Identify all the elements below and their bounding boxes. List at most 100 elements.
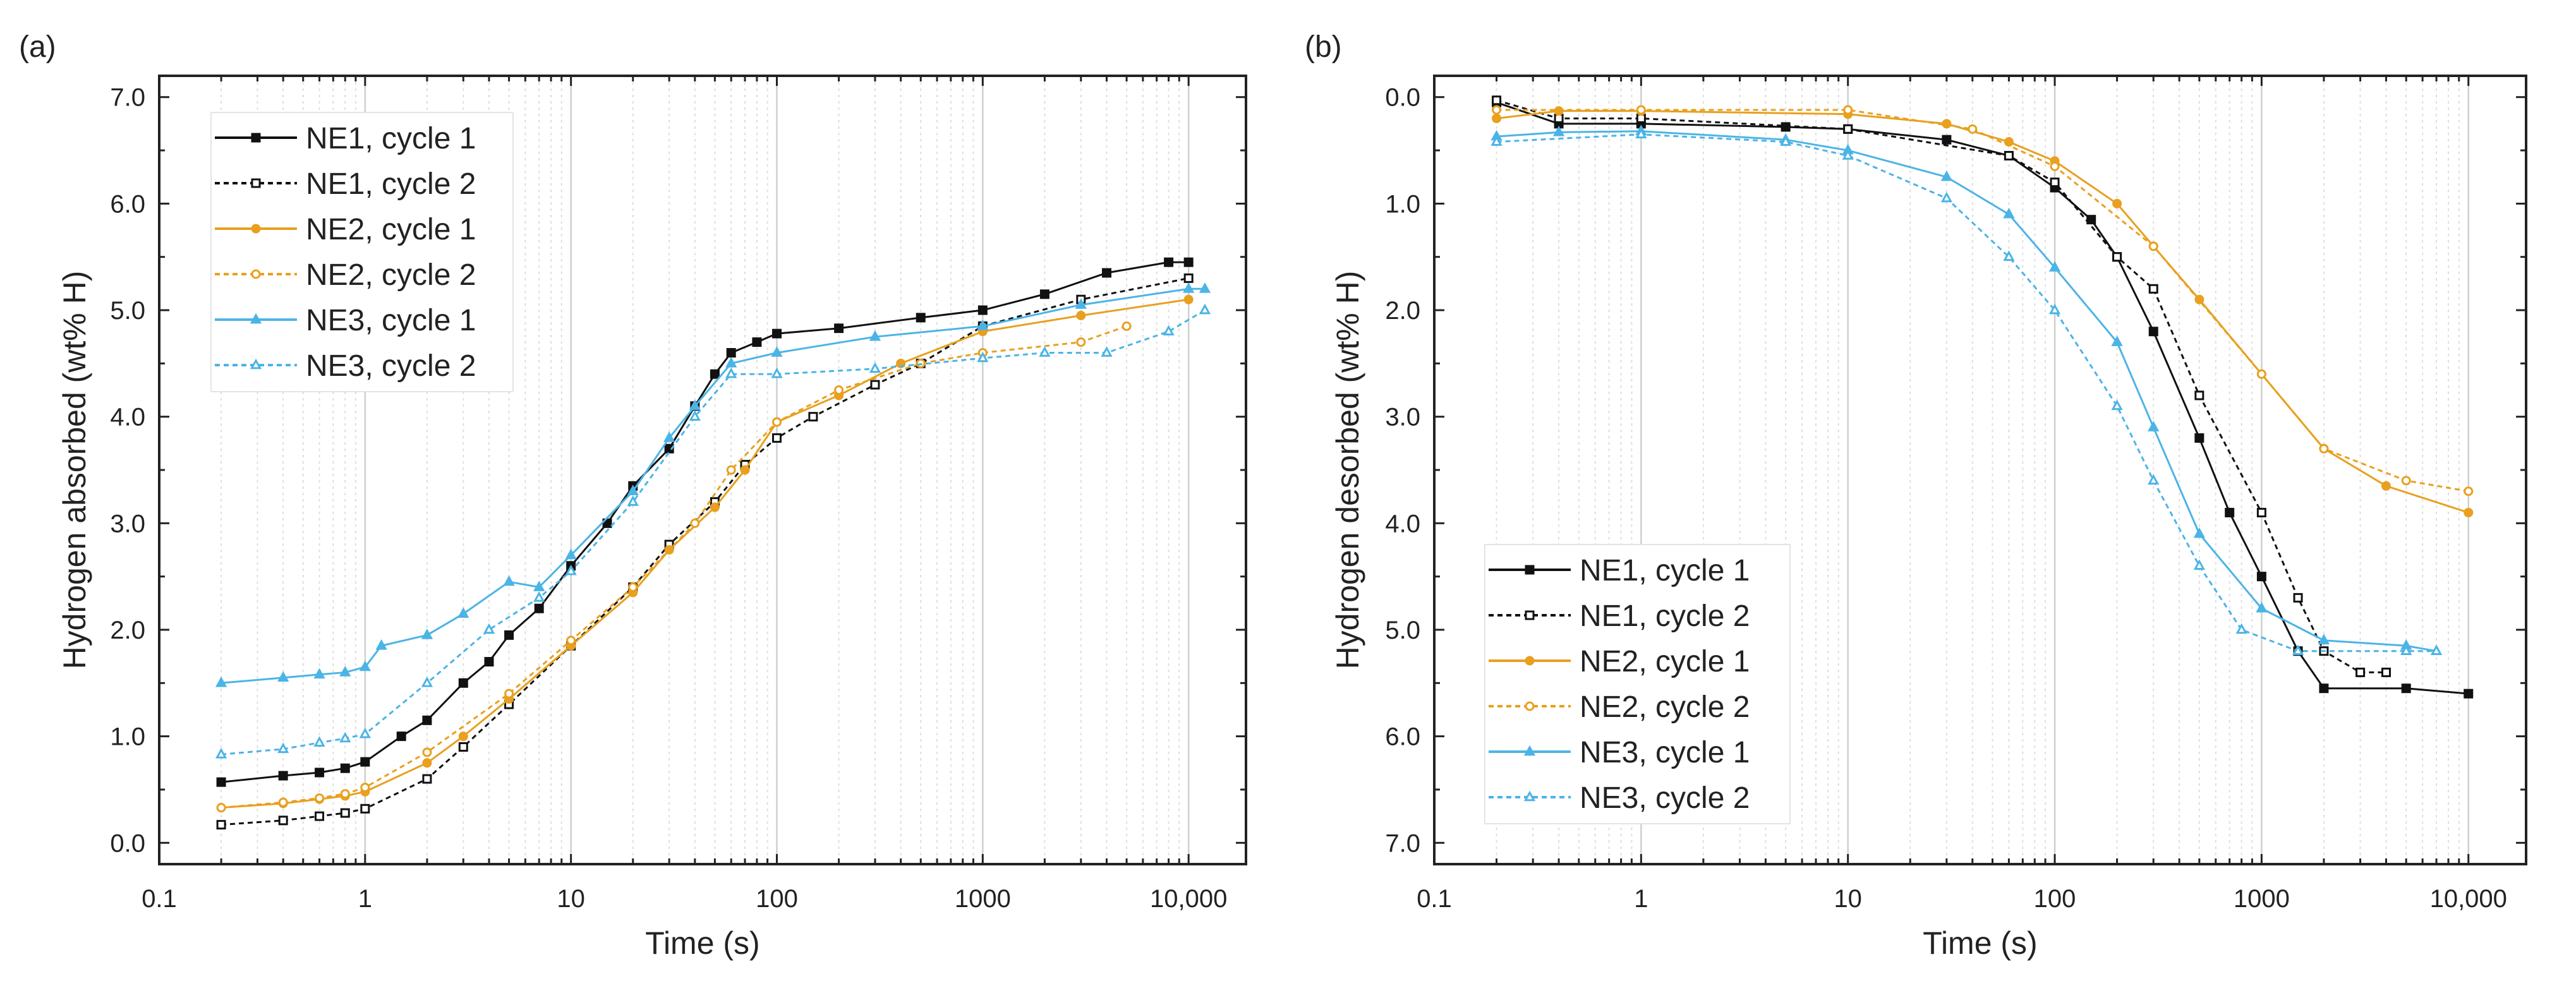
circle-marker <box>628 582 638 593</box>
y-tick-label: 3.0 <box>1385 404 1420 431</box>
square-marker <box>340 763 350 773</box>
legend-label: NE3, cycle 1 <box>306 304 476 337</box>
circle-marker <box>1554 106 1564 116</box>
triangle-marker <box>2318 634 2330 645</box>
x-tick-label: 10 <box>1834 885 1862 913</box>
x-axis-title: Time (s) <box>1923 925 2037 961</box>
legend-label: NE1, cycle 2 <box>306 167 476 201</box>
triangle-marker <box>689 410 701 421</box>
triangle-marker <box>1940 191 1953 203</box>
circle-marker <box>2464 486 2474 497</box>
panel-a-absorption-chart: (a) Time (s) Hydrogen absorbed (wt% H) 0… <box>19 30 1247 961</box>
triangle-marker <box>977 351 989 363</box>
square-marker <box>1942 135 1952 145</box>
circle-marker <box>422 758 432 768</box>
circle-marker <box>251 269 261 279</box>
circle-marker <box>2464 507 2474 517</box>
triangle-marker <box>215 676 227 687</box>
circle-marker <box>2319 443 2329 454</box>
y-axis-title: Hydrogen desorbed (wt% H) <box>1330 271 1365 670</box>
triangle-marker <box>215 747 227 759</box>
triangle-marker <box>1491 135 1503 146</box>
panel-b-desorption-chart: (b) Time (s) Hydrogen desorbed (wt% H) 0… <box>1305 30 2527 961</box>
triangle-marker <box>313 668 325 679</box>
circle-marker <box>2112 198 2122 208</box>
square-marker <box>2401 683 2411 694</box>
square-marker <box>504 630 514 640</box>
square-marker <box>1554 113 1564 123</box>
circle-marker <box>1968 124 1978 134</box>
triangle-marker <box>627 484 639 496</box>
circle-marker <box>1843 105 1853 115</box>
triangle-marker <box>2003 250 2015 262</box>
triangle-marker <box>359 727 371 738</box>
x-tick-label: 100 <box>756 885 798 913</box>
series-line <box>1496 101 2469 695</box>
triangle-marker <box>2048 261 2061 272</box>
triangle-marker <box>533 591 545 602</box>
circle-marker <box>710 502 720 512</box>
circle-marker <box>2050 161 2060 171</box>
square-marker <box>977 305 988 315</box>
y-tick-label: 7.0 <box>1385 829 1420 857</box>
legend-label: NE1, cycle 1 <box>1580 554 1750 587</box>
square-marker <box>2319 683 2329 694</box>
triangle-marker <box>375 639 387 650</box>
y-axis-title: Hydrogen absorbed (wt% H) <box>57 271 92 670</box>
square-marker <box>458 742 468 752</box>
circle-marker <box>1183 294 1194 304</box>
triangle-marker <box>250 358 262 370</box>
square-marker <box>2148 327 2158 337</box>
square-marker <box>2225 507 2235 517</box>
square-marker <box>2194 433 2204 443</box>
square-marker <box>834 323 844 334</box>
triangle-marker <box>277 671 289 682</box>
square-marker <box>216 820 226 830</box>
circle-marker <box>2148 241 2158 251</box>
legend-label: NE1, cycle 2 <box>1580 599 1750 633</box>
triangle-marker <box>689 399 701 411</box>
triangle-marker <box>2148 474 2160 485</box>
triangle-marker <box>2400 644 2412 656</box>
triangle-marker <box>1199 303 1211 315</box>
triangle-marker <box>533 581 545 591</box>
triangle-marker <box>313 736 325 747</box>
x-tick-label: 10 <box>557 885 585 913</box>
square-marker <box>278 771 288 781</box>
triangle-marker <box>565 548 577 560</box>
triangle-marker <box>1183 282 1195 293</box>
square-marker <box>710 369 720 379</box>
square-marker <box>1525 610 1535 620</box>
legend-label: NE2, cycle 1 <box>1580 645 1750 678</box>
y-tick-label: 3.0 <box>110 510 145 538</box>
square-marker <box>2256 507 2266 517</box>
square-marker <box>1525 565 1535 575</box>
y-tick-label: 2.0 <box>110 617 145 644</box>
circle-marker <box>690 518 700 528</box>
square-marker <box>2004 150 2014 160</box>
series-line <box>1496 110 2469 514</box>
legend-label: NE3, cycle 2 <box>1580 781 1750 815</box>
triangle-marker <box>339 666 351 677</box>
x-tick-label: 1000 <box>955 885 1011 913</box>
circle-marker <box>340 789 350 799</box>
square-marker <box>916 313 926 323</box>
square-marker <box>2086 215 2096 225</box>
series-line <box>1496 109 2469 493</box>
square-marker <box>251 133 261 143</box>
panel-label: (a) <box>19 30 56 64</box>
legend-box <box>1484 544 1791 824</box>
triangle-marker <box>1163 325 1175 336</box>
triangle-marker <box>1101 346 1113 357</box>
circle-marker <box>1076 337 1086 347</box>
square-marker <box>360 803 370 814</box>
square-marker <box>315 767 325 778</box>
triangle-marker <box>339 731 351 743</box>
square-marker <box>602 518 612 528</box>
plot-frame <box>158 75 1247 865</box>
square-marker <box>752 337 762 347</box>
circle-marker <box>726 465 736 475</box>
y-tick-label: 4.0 <box>1385 510 1420 538</box>
legend-label: NE2, cycle 1 <box>306 213 476 246</box>
legend-box <box>210 112 514 392</box>
